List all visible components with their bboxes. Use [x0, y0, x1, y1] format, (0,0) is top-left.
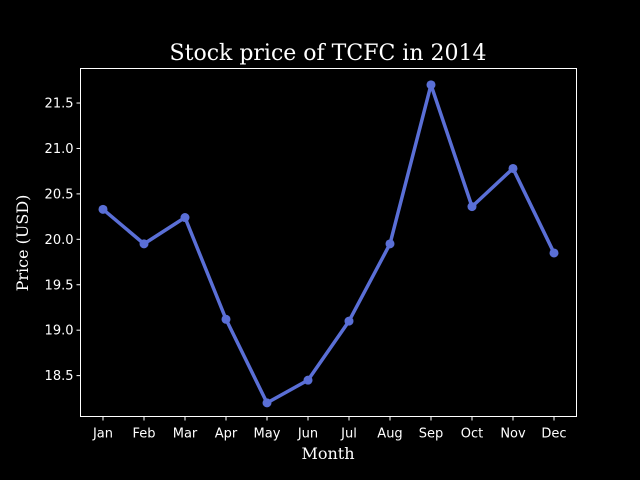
x-tick-label: Sep: [419, 427, 444, 442]
series-layer: [98, 80, 559, 408]
data-point: [262, 398, 272, 408]
data-point: [549, 248, 559, 258]
data-point: [344, 316, 354, 326]
x-tick-label: Aug: [377, 427, 402, 442]
data-point: [221, 314, 231, 324]
x-axis-label: Month: [301, 444, 354, 463]
data-point: [98, 204, 108, 214]
y-tick-label: 21.0: [45, 142, 74, 157]
y-axis: 18.5 19.0 19.5 20.0 20.5 21.0 21.5: [45, 97, 81, 384]
y-tick-label: 18.5: [45, 369, 74, 384]
x-axis: Jan Feb Mar Apr May Jun Jul Aug Sep Oct Nov Dec: [92, 416, 567, 442]
y-tick-label: 20.5: [45, 187, 74, 202]
data-point: [508, 163, 518, 173]
data-point: [467, 202, 477, 212]
y-tick-label: 19.5: [45, 278, 74, 293]
x-tick-label: May: [254, 427, 281, 442]
y-tick-label: 21.5: [45, 97, 74, 112]
x-tick-label: Jan: [92, 427, 113, 442]
x-tick-label: Mar: [173, 427, 198, 442]
chart-title: Stock price of TCFC in 2014: [170, 41, 487, 66]
data-point: [426, 80, 436, 90]
x-tick-label: Jul: [340, 427, 357, 442]
x-tick-label: Apr: [215, 427, 238, 442]
y-axis-label: Price (USD): [13, 195, 32, 292]
x-tick-label: Dec: [541, 427, 566, 442]
plot-frame: [80, 68, 577, 417]
x-tick-label: Jun: [297, 427, 318, 442]
y-tick-label: 20.0: [45, 233, 74, 248]
data-point: [303, 375, 313, 385]
data-point: [139, 239, 149, 249]
data-point: [385, 239, 395, 249]
x-tick-label: Feb: [132, 427, 155, 442]
x-tick-label: Oct: [461, 427, 483, 442]
x-tick-label: Nov: [500, 427, 526, 442]
data-point: [180, 213, 190, 223]
series-line: [101, 83, 556, 405]
y-tick-label: 19.0: [45, 324, 74, 339]
